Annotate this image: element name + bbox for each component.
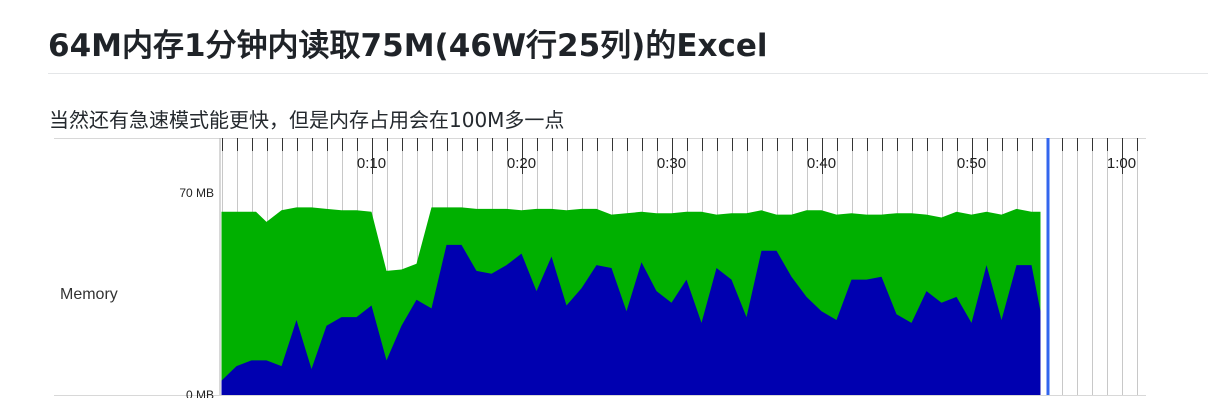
memory-chart: 0:10 0:20 0:30 0:40 0:50 1:00 70 MB 0 MB Memory [54,134,1154,398]
x-tick-label: 0:50 [957,155,986,172]
x-tick-label: 0:20 [507,155,536,172]
y-tick-label: 70 MB [179,186,214,200]
x-tick-label: 0:30 [657,155,686,172]
used-memory-area [221,244,1041,395]
memory-areas [221,207,1041,395]
x-tick-label: 1:00 [1107,155,1136,172]
page-title: 64M内存1分钟内读取75M(46W行25列)的Excel [48,28,768,64]
memory-row-label: Memory [60,286,118,303]
x-tick-label: 0:40 [807,155,836,172]
page-subtitle: 当然还有急速模式能更快，但是内存占用会在100M多一点 [49,108,565,132]
axis-labels: 0:10 0:20 0:30 0:40 0:50 1:00 70 MB 0 MB [179,155,1136,398]
title-divider [48,73,1208,74]
y-tick-label: 0 MB [186,388,214,398]
x-tick-label: 0:10 [357,155,386,172]
memory-chart-svg: 0:10 0:20 0:30 0:40 0:50 1:00 70 MB 0 MB Memory [54,138,1146,398]
